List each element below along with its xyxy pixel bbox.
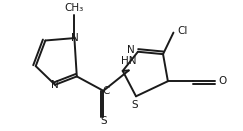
Text: S: S (131, 100, 138, 110)
Text: N: N (127, 45, 135, 55)
Text: HN: HN (121, 56, 137, 66)
Text: CH₃: CH₃ (65, 3, 84, 13)
Text: S: S (100, 116, 107, 126)
Text: Cl: Cl (177, 26, 187, 36)
Text: N: N (51, 80, 59, 90)
Text: C: C (103, 86, 110, 96)
Text: O: O (218, 76, 226, 86)
Text: N: N (70, 33, 78, 43)
